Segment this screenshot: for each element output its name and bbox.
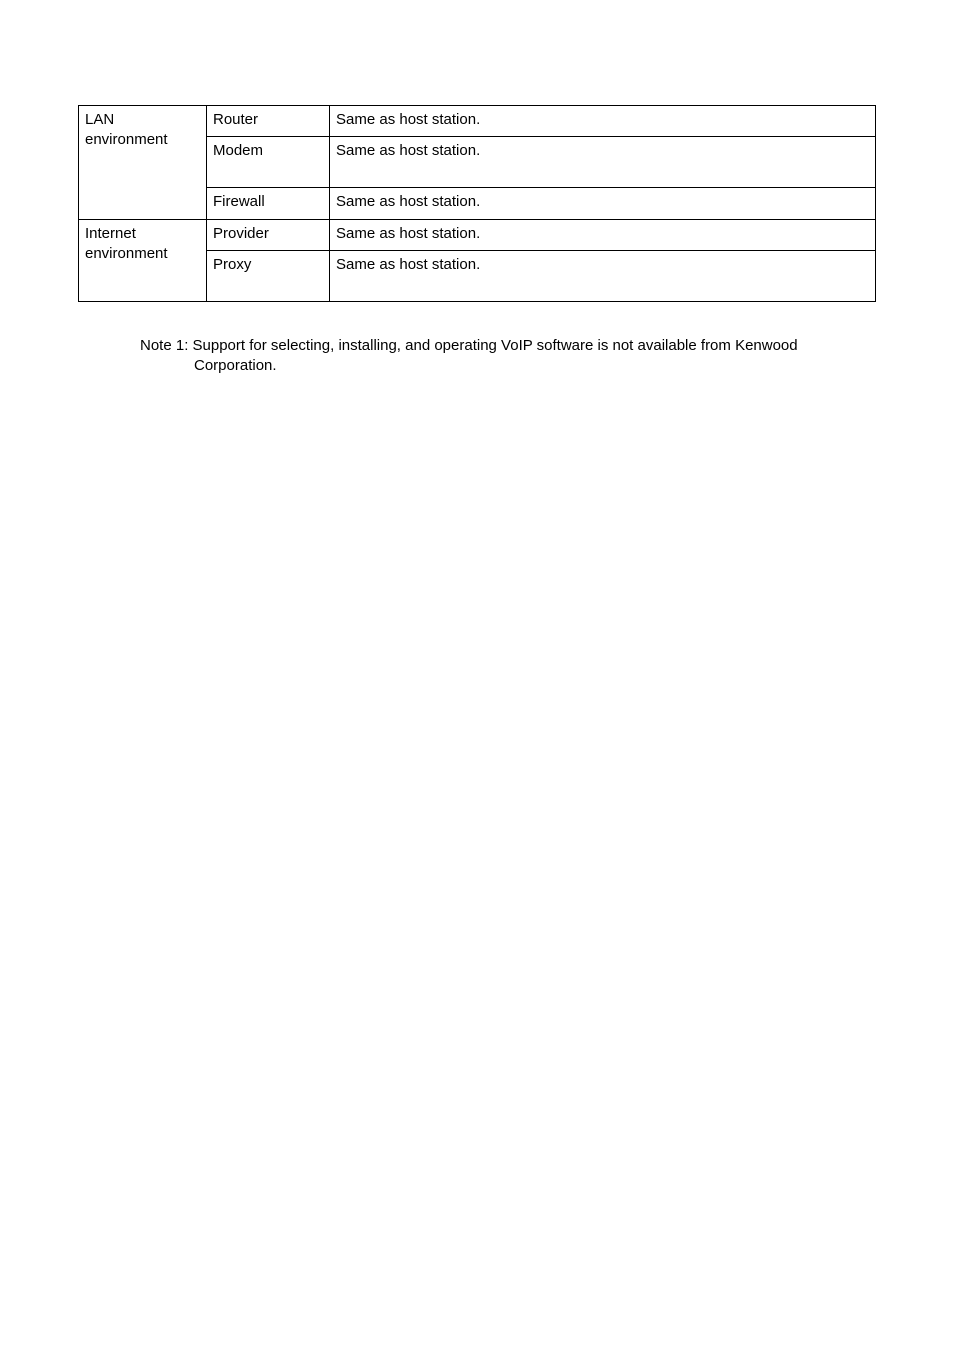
table-cell: Same as host station. xyxy=(330,188,876,219)
group-cell-internet: Internet environment xyxy=(79,219,207,301)
table-row: Internet environment Provider Same as ho… xyxy=(79,219,876,250)
group-cell-lan: LAN environment xyxy=(79,106,207,220)
page-container: LAN environment Router Same as host stat… xyxy=(0,0,954,1350)
table-cell: Same as host station. xyxy=(330,106,876,137)
environment-table: LAN environment Router Same as host stat… xyxy=(78,105,876,302)
table-cell: Same as host station. xyxy=(330,137,876,188)
table-row: LAN environment Router Same as host stat… xyxy=(79,106,876,137)
table-cell: Router xyxy=(207,106,330,137)
table-cell: Proxy xyxy=(207,250,330,301)
table-cell: Provider xyxy=(207,219,330,250)
table-cell: Firewall xyxy=(207,188,330,219)
note-text: Note 1: Support for selecting, installin… xyxy=(140,336,816,377)
table-cell: Modem xyxy=(207,137,330,188)
table-cell: Same as host station. xyxy=(330,219,876,250)
table-cell: Same as host station. xyxy=(330,250,876,301)
